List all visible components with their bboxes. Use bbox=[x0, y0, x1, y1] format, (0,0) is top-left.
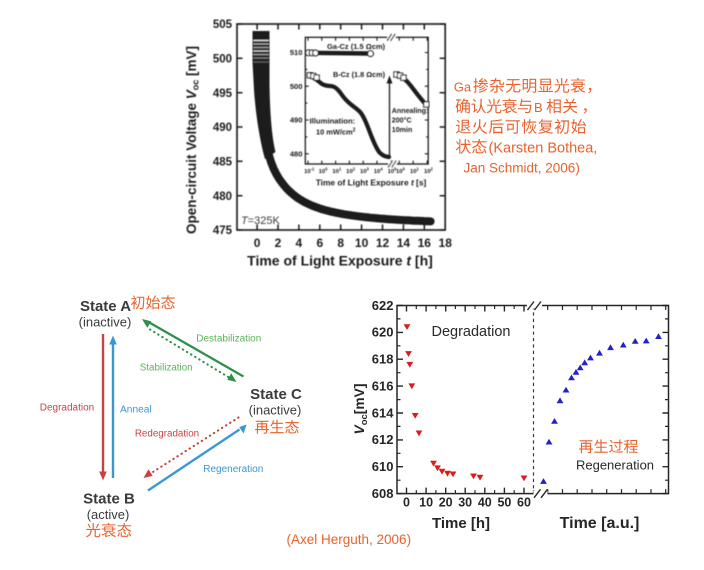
svg-text:Destabilization: Destabilization bbox=[196, 334, 261, 345]
svg-text:104: 104 bbox=[374, 167, 384, 175]
svg-text:Voc[mV]: Voc[mV] bbox=[352, 384, 370, 435]
svg-text:T=325K: T=325K bbox=[241, 215, 281, 227]
svg-text:620: 620 bbox=[372, 325, 394, 340]
svg-text:103: 103 bbox=[360, 167, 370, 175]
svg-text:Anneal: Anneal bbox=[120, 405, 152, 416]
svg-text:Ga-Cz (1.5 Ωcm): Ga-Cz (1.5 Ωcm) bbox=[327, 42, 386, 51]
svg-text:State A: State A bbox=[80, 298, 131, 315]
svg-text:612: 612 bbox=[372, 432, 394, 447]
svg-text:40: 40 bbox=[478, 496, 492, 510]
svg-text:622: 622 bbox=[372, 298, 394, 313]
svg-text:610: 610 bbox=[372, 459, 394, 474]
svg-text:480: 480 bbox=[290, 149, 303, 158]
svg-text:Illumination:: Illumination: bbox=[310, 117, 356, 126]
svg-text:(inactive): (inactive) bbox=[79, 315, 132, 330]
svg-text:614: 614 bbox=[372, 405, 394, 420]
svg-text:608: 608 bbox=[372, 486, 394, 501]
svg-text:475: 475 bbox=[213, 225, 233, 237]
svg-text:Stabilization: Stabilization bbox=[140, 363, 193, 374]
svg-text:30: 30 bbox=[458, 496, 472, 510]
svg-text:10: 10 bbox=[355, 236, 369, 250]
svg-text:2: 2 bbox=[275, 236, 282, 250]
svg-text:100: 100 bbox=[319, 167, 329, 175]
svg-text:16: 16 bbox=[418, 236, 432, 250]
svg-text:Time of Light Exposure t [h]: Time of Light Exposure t [h] bbox=[247, 253, 433, 269]
svg-text:10min: 10min bbox=[392, 126, 413, 134]
svg-text:8: 8 bbox=[337, 236, 344, 250]
svg-text:200°C: 200°C bbox=[392, 117, 412, 125]
svg-text:510: 510 bbox=[290, 48, 303, 57]
svg-text:102: 102 bbox=[424, 167, 434, 175]
svg-text:500: 500 bbox=[213, 53, 232, 65]
svg-text:101: 101 bbox=[332, 167, 342, 175]
svg-text:Jan Schmidt, 2006): Jan Schmidt, 2006) bbox=[464, 161, 580, 176]
svg-text:Ga: Ga bbox=[454, 80, 472, 95]
svg-text:505: 505 bbox=[213, 19, 233, 31]
svg-text:(Axel Herguth, 2006): (Axel Herguth, 2006) bbox=[287, 532, 412, 547]
svg-text:(Karsten Bothea,: (Karsten Bothea, bbox=[489, 141, 598, 157]
svg-text:18: 18 bbox=[439, 236, 453, 250]
svg-text:Regeneration: Regeneration bbox=[576, 458, 654, 473]
svg-text:10 mW/cm2: 10 mW/cm2 bbox=[316, 128, 356, 137]
svg-text:10: 10 bbox=[419, 496, 433, 510]
svg-text:(inactive): (inactive) bbox=[249, 403, 302, 418]
svg-text:616: 616 bbox=[372, 378, 394, 393]
svg-text:50: 50 bbox=[497, 496, 511, 510]
svg-text:102: 102 bbox=[346, 167, 356, 175]
svg-text:100: 100 bbox=[396, 167, 406, 175]
svg-text:0: 0 bbox=[254, 236, 261, 250]
svg-text:10-1: 10-1 bbox=[304, 167, 315, 175]
svg-text:Time of Light Exposure t [s]: Time of Light Exposure t [s] bbox=[316, 178, 427, 188]
svg-text:12: 12 bbox=[376, 236, 390, 250]
svg-text:480: 480 bbox=[213, 191, 232, 203]
svg-text:Open-circuit Voltage Voc [mV]: Open-circuit Voltage Voc [mV] bbox=[184, 46, 201, 234]
svg-text:Annealing:: Annealing: bbox=[392, 107, 429, 115]
svg-text:490: 490 bbox=[213, 122, 232, 134]
svg-text:B-Cz (1.8 Ωcm): B-Cz (1.8 Ωcm) bbox=[333, 70, 386, 79]
svg-text:6: 6 bbox=[316, 236, 323, 250]
svg-text:B: B bbox=[534, 100, 543, 115]
svg-text:State C: State C bbox=[250, 386, 302, 403]
svg-text:Regeneration: Regeneration bbox=[203, 464, 263, 475]
svg-text:101: 101 bbox=[410, 167, 420, 175]
svg-text:Degradation: Degradation bbox=[40, 403, 94, 414]
svg-text:4: 4 bbox=[296, 236, 303, 250]
svg-text:Degradation: Degradation bbox=[432, 324, 511, 340]
svg-text:0: 0 bbox=[403, 496, 410, 510]
svg-text:490: 490 bbox=[290, 116, 303, 125]
svg-text:Time [a.u.]: Time [a.u.] bbox=[560, 515, 640, 532]
svg-text:(active): (active) bbox=[87, 507, 130, 522]
svg-text:485: 485 bbox=[213, 156, 233, 168]
svg-text:20: 20 bbox=[439, 496, 453, 510]
svg-text:60: 60 bbox=[517, 496, 531, 510]
svg-text:Redegradation: Redegradation bbox=[135, 429, 199, 440]
svg-text:Time [h]: Time [h] bbox=[432, 515, 490, 532]
svg-text:State B: State B bbox=[83, 491, 135, 508]
svg-text:105: 105 bbox=[388, 167, 398, 175]
svg-text:495: 495 bbox=[213, 88, 233, 100]
svg-text:618: 618 bbox=[372, 352, 394, 367]
svg-text:500: 500 bbox=[290, 82, 303, 91]
svg-text:14: 14 bbox=[397, 236, 411, 250]
